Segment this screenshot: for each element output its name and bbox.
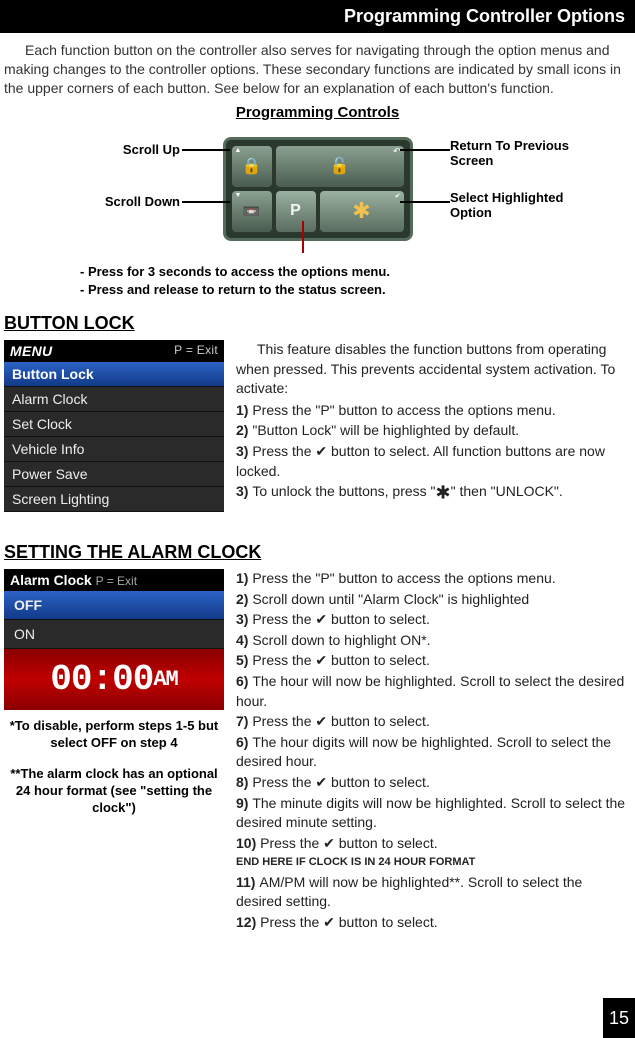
bl-step-4b: " then "UNLOCK". [451,483,563,499]
menu-item: Power Save [4,462,224,487]
controls-diagram: Scroll Up Scroll Down Return To Previous… [0,127,635,257]
alarm-menu-exit: P = Exit [96,574,137,588]
alarm-menu-title: Alarm Clock [10,572,92,588]
bl-step-2: "Button Lock" will be highlighted by def… [252,422,519,438]
alarm-ampm: AM [153,667,177,692]
bl-step-1: Press the "P" button to access the optio… [252,402,555,418]
bl-step-3a: Press the [252,443,315,459]
lock-button-icon [232,146,272,187]
a-step-1: Press the "P" button to access the optio… [252,570,555,586]
p-button-icon [276,191,316,232]
menu-item: Button Lock [4,362,224,387]
alarm-item: ON [4,620,224,649]
menu-item: Vehicle Info [4,437,224,462]
a-step-7: Press the ✔ button to select. [252,713,430,729]
alarm-note-1: *To disable, perform steps 1-5 but selec… [4,718,224,752]
star-button-icon [320,191,404,232]
alarm-screenshot: Alarm Clock P = Exit OFF ON 00:00AM [4,569,224,710]
page-header: Programming Controller Options [0,0,635,33]
alarm-time: 00:00AM [4,649,224,710]
a-step-12: Press the ✔ button to select. [260,914,438,930]
menu-item: Alarm Clock [4,387,224,412]
controls-heading: Programming Controls [0,104,635,121]
a-step-10: Press the ✔ button to select. [260,835,438,851]
remote-image [223,137,413,241]
button-lock-screenshot: MENU P = Exit Button Lock Alarm Clock Se… [4,340,224,512]
note-line-2: - Press and release to return to the sta… [80,281,635,299]
a-step-5: Press the ✔ button to select. [252,652,430,668]
note-line-1: - Press for 3 seconds to access the opti… [80,263,635,281]
a-step-6: The hour will now be highlighted. Scroll… [236,673,624,709]
menu-exit: P = Exit [174,343,218,359]
page-number: 15 [603,998,635,1038]
alarm-time-digits: 00:00 [50,659,153,700]
unlock-button-icon [276,146,404,187]
a-step-11: AM/PM will now be highlighted**. Scroll … [236,874,582,910]
return-prev-label: Return To Previous Screen [450,139,590,169]
select-hl-label: Select Highlighted Option [450,191,600,221]
a-step-8: Press the ✔ button to select. [252,774,430,790]
button-lock-heading: BUTTON LOCK [4,313,631,334]
a-step-end: END HERE IF CLOCK IS IN 24 HOUR FORMAT [236,855,631,870]
button-lock-text: This feature disables the function butto… [236,340,631,512]
scroll-up-label: Scroll Up [100,143,180,158]
bl-intro: This feature disables the function butto… [236,340,631,399]
bl-step-4a: To unlock the buttons, press " [252,483,435,499]
trunk-button-icon [232,191,272,232]
button-lock-block: MENU P = Exit Button Lock Alarm Clock Se… [0,340,635,512]
alarm-note-2: **The alarm clock has an optional 24 hou… [4,766,224,817]
a-step-2: Scroll down until "Alarm Clock" is highl… [252,591,529,607]
alarm-heading: SETTING THE ALARM CLOCK [4,542,631,563]
a-step-3: Press the ✔ button to select. [252,611,430,627]
a-step-6b: The hour digits will now be highlighted.… [236,734,611,770]
a-step-9: The minute digits will now be highlighte… [236,795,625,831]
menu-item: Screen Lighting [4,487,224,512]
alarm-steps: 1) Press the "P" button to access the op… [236,569,631,933]
intro-text: Each function button on the controller a… [0,33,635,102]
page-title: Programming Controller Options [344,6,625,26]
menu-item: Set Clock [4,412,224,437]
scroll-down-label: Scroll Down [95,195,180,210]
alarm-item: OFF [4,591,224,620]
menu-title: MENU [10,343,52,359]
controls-notes: - Press for 3 seconds to access the opti… [0,263,635,299]
alarm-block: Alarm Clock P = Exit OFF ON 00:00AM *To … [0,569,635,933]
a-step-4: Scroll down to highlight ON*. [252,632,430,648]
